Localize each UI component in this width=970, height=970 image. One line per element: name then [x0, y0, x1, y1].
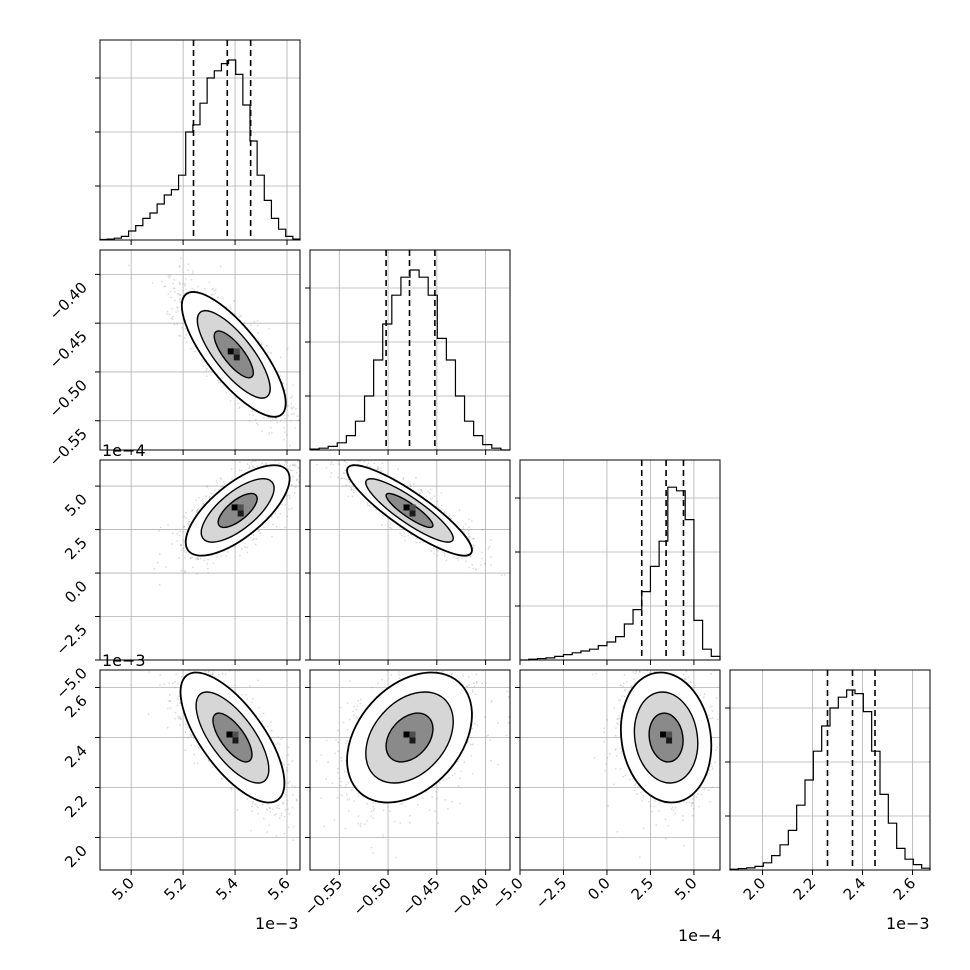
panel-3-3	[725, 669, 931, 875]
panel-content	[153, 460, 300, 586]
y-tick-label: 2.4	[61, 742, 91, 772]
panel-frame	[309, 249, 511, 451]
density-peak	[409, 737, 416, 744]
panel-content	[127, 257, 300, 447]
x-tick-label: 5.0	[671, 874, 701, 904]
panel-1-0	[95, 249, 301, 455]
panel-frame	[309, 459, 511, 661]
x-tick-label: −5.0	[488, 874, 526, 912]
x-tick-label: 2.6	[890, 874, 920, 904]
panel-1-1	[305, 249, 511, 455]
density-peak	[409, 510, 416, 517]
y-tick-label: 2.5	[61, 534, 91, 564]
histogram-step	[729, 689, 931, 870]
x-tick-label: −0.45	[398, 874, 443, 919]
panel-frame	[729, 669, 931, 871]
panel-0-0	[95, 39, 301, 245]
x-offset-label: 1e−3	[255, 914, 299, 933]
x-tick-label: 5.4	[212, 874, 242, 904]
x-offset-label: 1e−4	[678, 926, 722, 945]
panel-frame	[99, 459, 301, 661]
y-tick-label: −0.55	[46, 425, 91, 470]
x-tick-label: 5.2	[160, 874, 190, 904]
histogram-step	[520, 486, 721, 661]
x-tick-label: 5.0	[108, 874, 138, 904]
x-tick-label: 2.4	[840, 874, 870, 904]
x-tick-label: −0.55	[301, 874, 346, 919]
y-tick-label: 2.0	[61, 842, 91, 872]
density-peak	[233, 348, 240, 355]
density-peak	[226, 731, 233, 738]
x-tick-label: −0.50	[350, 874, 395, 919]
density-peak	[232, 737, 239, 744]
panel-frame	[309, 669, 511, 871]
panel-content	[147, 670, 298, 841]
density-peak	[231, 504, 238, 511]
density-peak	[403, 504, 410, 511]
panel-2-0	[95, 459, 301, 665]
density-peak	[237, 504, 244, 511]
x-offset-label: 1e−3	[886, 914, 930, 933]
y-tick-label: −0.50	[46, 376, 91, 421]
y-tick-label: 0.0	[61, 577, 91, 607]
density-peak	[237, 510, 244, 517]
panel-content	[316, 460, 506, 577]
panel-frame	[519, 669, 721, 871]
y-offset-label: 1e−3	[102, 651, 146, 670]
panel-3-0	[95, 669, 301, 875]
x-tick-label: 2.2	[790, 874, 820, 904]
x-tick-label: 0.0	[584, 874, 614, 904]
panel-content	[592, 670, 720, 859]
x-tick-label: −2.5	[532, 874, 570, 912]
histogram-step	[99, 59, 301, 241]
density-peak	[403, 731, 410, 738]
density-peak	[409, 504, 416, 511]
histogram-step	[309, 269, 510, 451]
panels-layer	[95, 39, 931, 875]
density-peak	[233, 354, 240, 361]
y-tick-label: −0.40	[46, 278, 91, 323]
x-tick-label: −0.40	[447, 874, 492, 919]
density-peak	[232, 731, 239, 738]
panel-frame	[99, 249, 301, 451]
y-tick-label: −0.45	[46, 327, 91, 372]
tick-labels-layer: 5.0 5.2 5.4 5.61e−3−0.55 −0.50 −0.45 −0.40−5.0…	[46, 278, 930, 945]
density-peak	[666, 737, 673, 744]
panel-content	[315, 670, 510, 859]
panel-3-2	[515, 669, 721, 875]
y-tick-label: 2.2	[61, 792, 91, 822]
y-offset-label: 1e−4	[102, 441, 146, 460]
density-peak	[666, 731, 673, 738]
panel-2-2	[515, 459, 721, 665]
density-peak	[660, 731, 667, 738]
x-tick-label: 2.5	[628, 874, 658, 904]
density-peak	[227, 348, 234, 355]
panel-3-1	[305, 669, 511, 875]
density-peak	[409, 731, 416, 738]
y-tick-label: 5.0	[61, 490, 91, 520]
x-tick-label: 2.0	[740, 874, 770, 904]
y-tick-label: −2.5	[52, 621, 90, 659]
panel-frame	[99, 39, 301, 241]
x-tick-label: 5.6	[264, 874, 294, 904]
panel-frame	[519, 459, 721, 661]
panel-2-1	[305, 459, 511, 665]
panel-frame	[99, 669, 301, 871]
